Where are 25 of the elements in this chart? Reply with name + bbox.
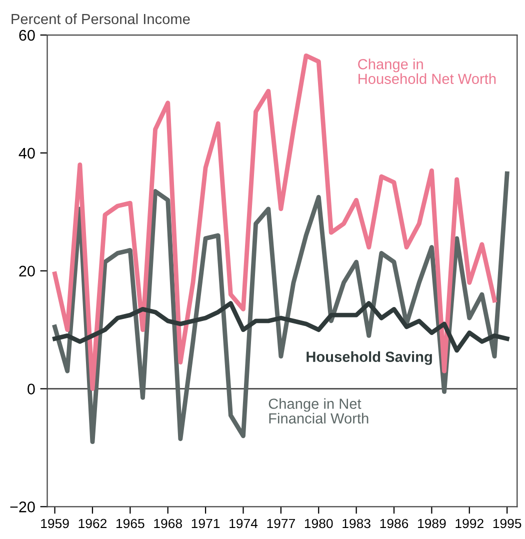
y-tick-label: −20 (10, 502, 35, 512)
text: Change in Household Net Worth (358, 58, 496, 84)
x-tick-label: 1986 (380, 518, 408, 528)
x-tick-label: 1983 (342, 518, 370, 528)
y-tick-label: 60 (19, 30, 35, 41)
x-tick-label: 1974 (230, 518, 258, 528)
x-tick-label: 1977 (267, 518, 295, 528)
x-tick-label: 1959 (41, 518, 69, 528)
y-axis-title: Percent of Personal Income (12, 13, 190, 24)
series-label: Change in Net Financial Worth (268, 398, 368, 424)
x-tick-label: 1971 (192, 518, 220, 528)
x-tick-label: 1962 (78, 518, 106, 528)
x-tick-label: 1989 (418, 518, 446, 528)
x-tick-label: 1965 (116, 518, 144, 528)
series-label: Household Saving (306, 351, 432, 365)
line-series (52, 171, 510, 444)
line-series (52, 301, 510, 353)
x-tick-label: 1968 (154, 518, 182, 528)
y-tick-label: 40 (18, 148, 35, 159)
x-tick-label: 1992 (456, 518, 484, 528)
x-tick-label: 1995 (493, 518, 522, 528)
y-tick-label: 20 (19, 266, 35, 277)
line-series (52, 53, 497, 391)
y-tick-label: 0 (28, 384, 35, 394)
x-tick-label: 1980 (304, 518, 333, 528)
